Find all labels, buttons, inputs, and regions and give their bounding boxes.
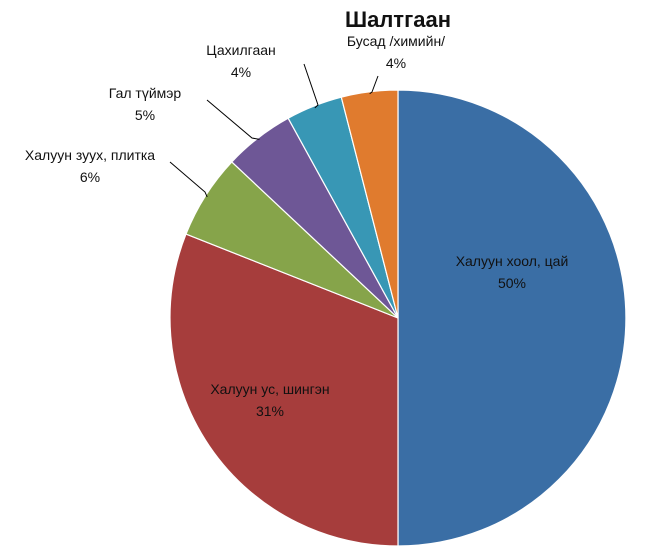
slice-percent: 6% <box>80 169 100 185</box>
slice-name: Цахилгаан <box>206 42 276 58</box>
slice-label: Халуун ус, шингэн 31% <box>210 381 329 419</box>
slice-label: Халуун зуух, плитка 6% <box>25 147 155 185</box>
leader-line <box>303 63 319 109</box>
slice-percent: 5% <box>135 107 155 123</box>
leader-line <box>369 75 379 95</box>
leader-lines <box>169 63 379 198</box>
slice-label: Бусад /химийн/4% <box>347 33 445 71</box>
slice-label: Гал түймэр 5% <box>109 85 182 123</box>
pie-slice <box>397 89 627 547</box>
slice-name: Гал түймэр <box>109 85 182 101</box>
slice-name: Бусад /химийн/ <box>347 33 445 49</box>
pie-slice <box>169 233 399 547</box>
pie-slice <box>340 89 399 319</box>
slice-name: Халуун хоол, цай <box>456 253 569 269</box>
slice-percent: 31% <box>256 403 284 419</box>
slice-label: Халуун хоол, цай 50% <box>456 253 569 291</box>
slice-percent: 4% <box>231 64 251 80</box>
slice-percent: 50% <box>498 275 526 291</box>
slice-name: Халуун ус, шингэн <box>210 381 329 397</box>
pie-slices <box>169 89 627 547</box>
slice-percent: 4% <box>386 55 406 71</box>
slice-labels: Халуун хоол, цай 50%Халуун ус, шингэн 31%Х… <box>25 33 568 419</box>
leader-line <box>169 161 208 198</box>
chart-title: Шалтгаан <box>345 7 451 32</box>
slice-name: Халуун зуух, плитка <box>25 147 155 163</box>
leader-line <box>206 99 260 140</box>
slice-label: Цахилгаан 4% <box>206 42 276 80</box>
